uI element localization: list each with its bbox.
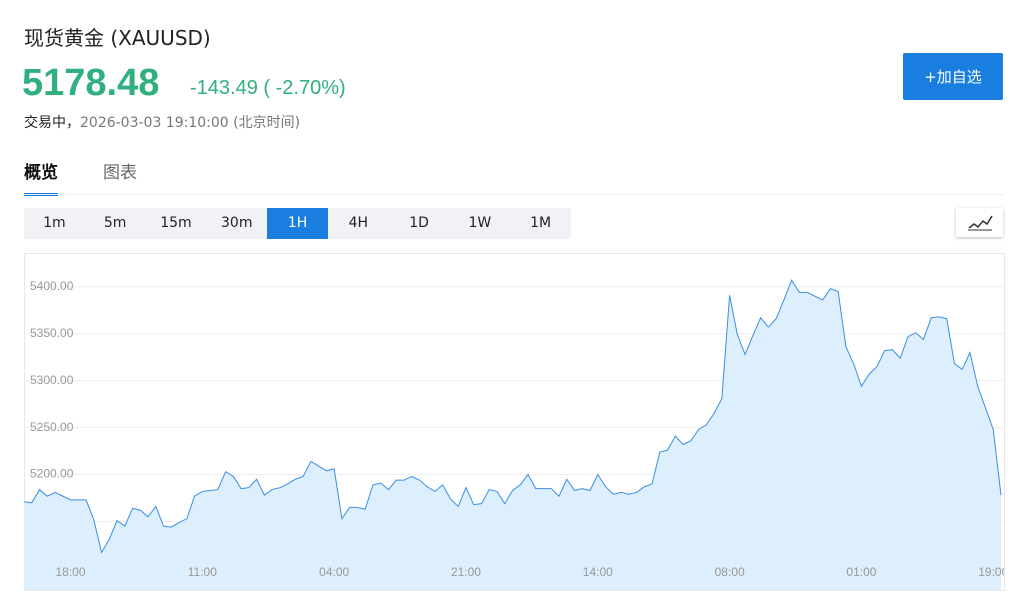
x-tick-label: 11:00 — [188, 565, 217, 579]
x-tick-label: 18:00 — [56, 565, 86, 579]
area-fill — [24, 280, 1001, 590]
timeframe-bar: 1m 5m 15m 30m 1H 4H 1D 1W 1M — [24, 208, 571, 239]
timeframe-button[interactable]: 30m — [221, 215, 253, 231]
x-tick-label: 08:00 — [715, 565, 745, 579]
x-tick-label: 04:00 — [319, 565, 349, 579]
timeframe-button[interactable]: 1H — [267, 208, 328, 239]
timeframe-button[interactable]: 1D — [409, 215, 429, 231]
y-tick-label: 5250.00 — [30, 420, 74, 434]
x-tick-label: 21:00 — [451, 565, 481, 579]
plot: 5100.005150.005200.005250.005300.005350.… — [24, 279, 1008, 590]
title: 现货黄金 (XAUUSD) — [24, 26, 211, 50]
timeframe-button[interactable]: 4H — [348, 215, 369, 231]
tab[interactable]: 图表 — [103, 163, 137, 183]
y-tick-label: 5400.00 — [30, 279, 74, 293]
separator — [24, 194, 1004, 195]
timeframe-button[interactable]: 1W — [468, 215, 492, 231]
y-tick-label: 5350.00 — [30, 326, 74, 340]
timeframe-button[interactable]: 15m — [160, 215, 192, 231]
chart-type-button[interactable] — [956, 208, 1003, 237]
y-tick-label: 5200.00 — [30, 467, 74, 481]
timeframe-button[interactable]: 1m — [43, 215, 66, 231]
timestamp: 2026-03-03 19:10:00 (北京时间) — [80, 115, 301, 131]
chart-icon — [968, 215, 993, 231]
add-watchlist-button[interactable]: +加自选 — [903, 53, 1003, 100]
x-tick-label: 01:00 — [846, 565, 876, 579]
price-change: -143.49 ( -2.70%) — [190, 77, 346, 99]
timeframe-button[interactable]: 1M — [530, 215, 552, 231]
x-tick-label: 19:00 — [978, 565, 1008, 579]
price: 5178.48 — [22, 62, 160, 104]
timeframe-button[interactable]: 5m — [103, 215, 127, 231]
price-line — [24, 279, 1002, 554]
status-line: 交易中，2026-03-03 19:10:00 (北京时间) — [24, 112, 300, 132]
y-tick-label: 5300.00 — [30, 373, 74, 387]
trading-status: 交易中， — [24, 115, 80, 131]
x-tick-label: 14:00 — [583, 565, 613, 579]
